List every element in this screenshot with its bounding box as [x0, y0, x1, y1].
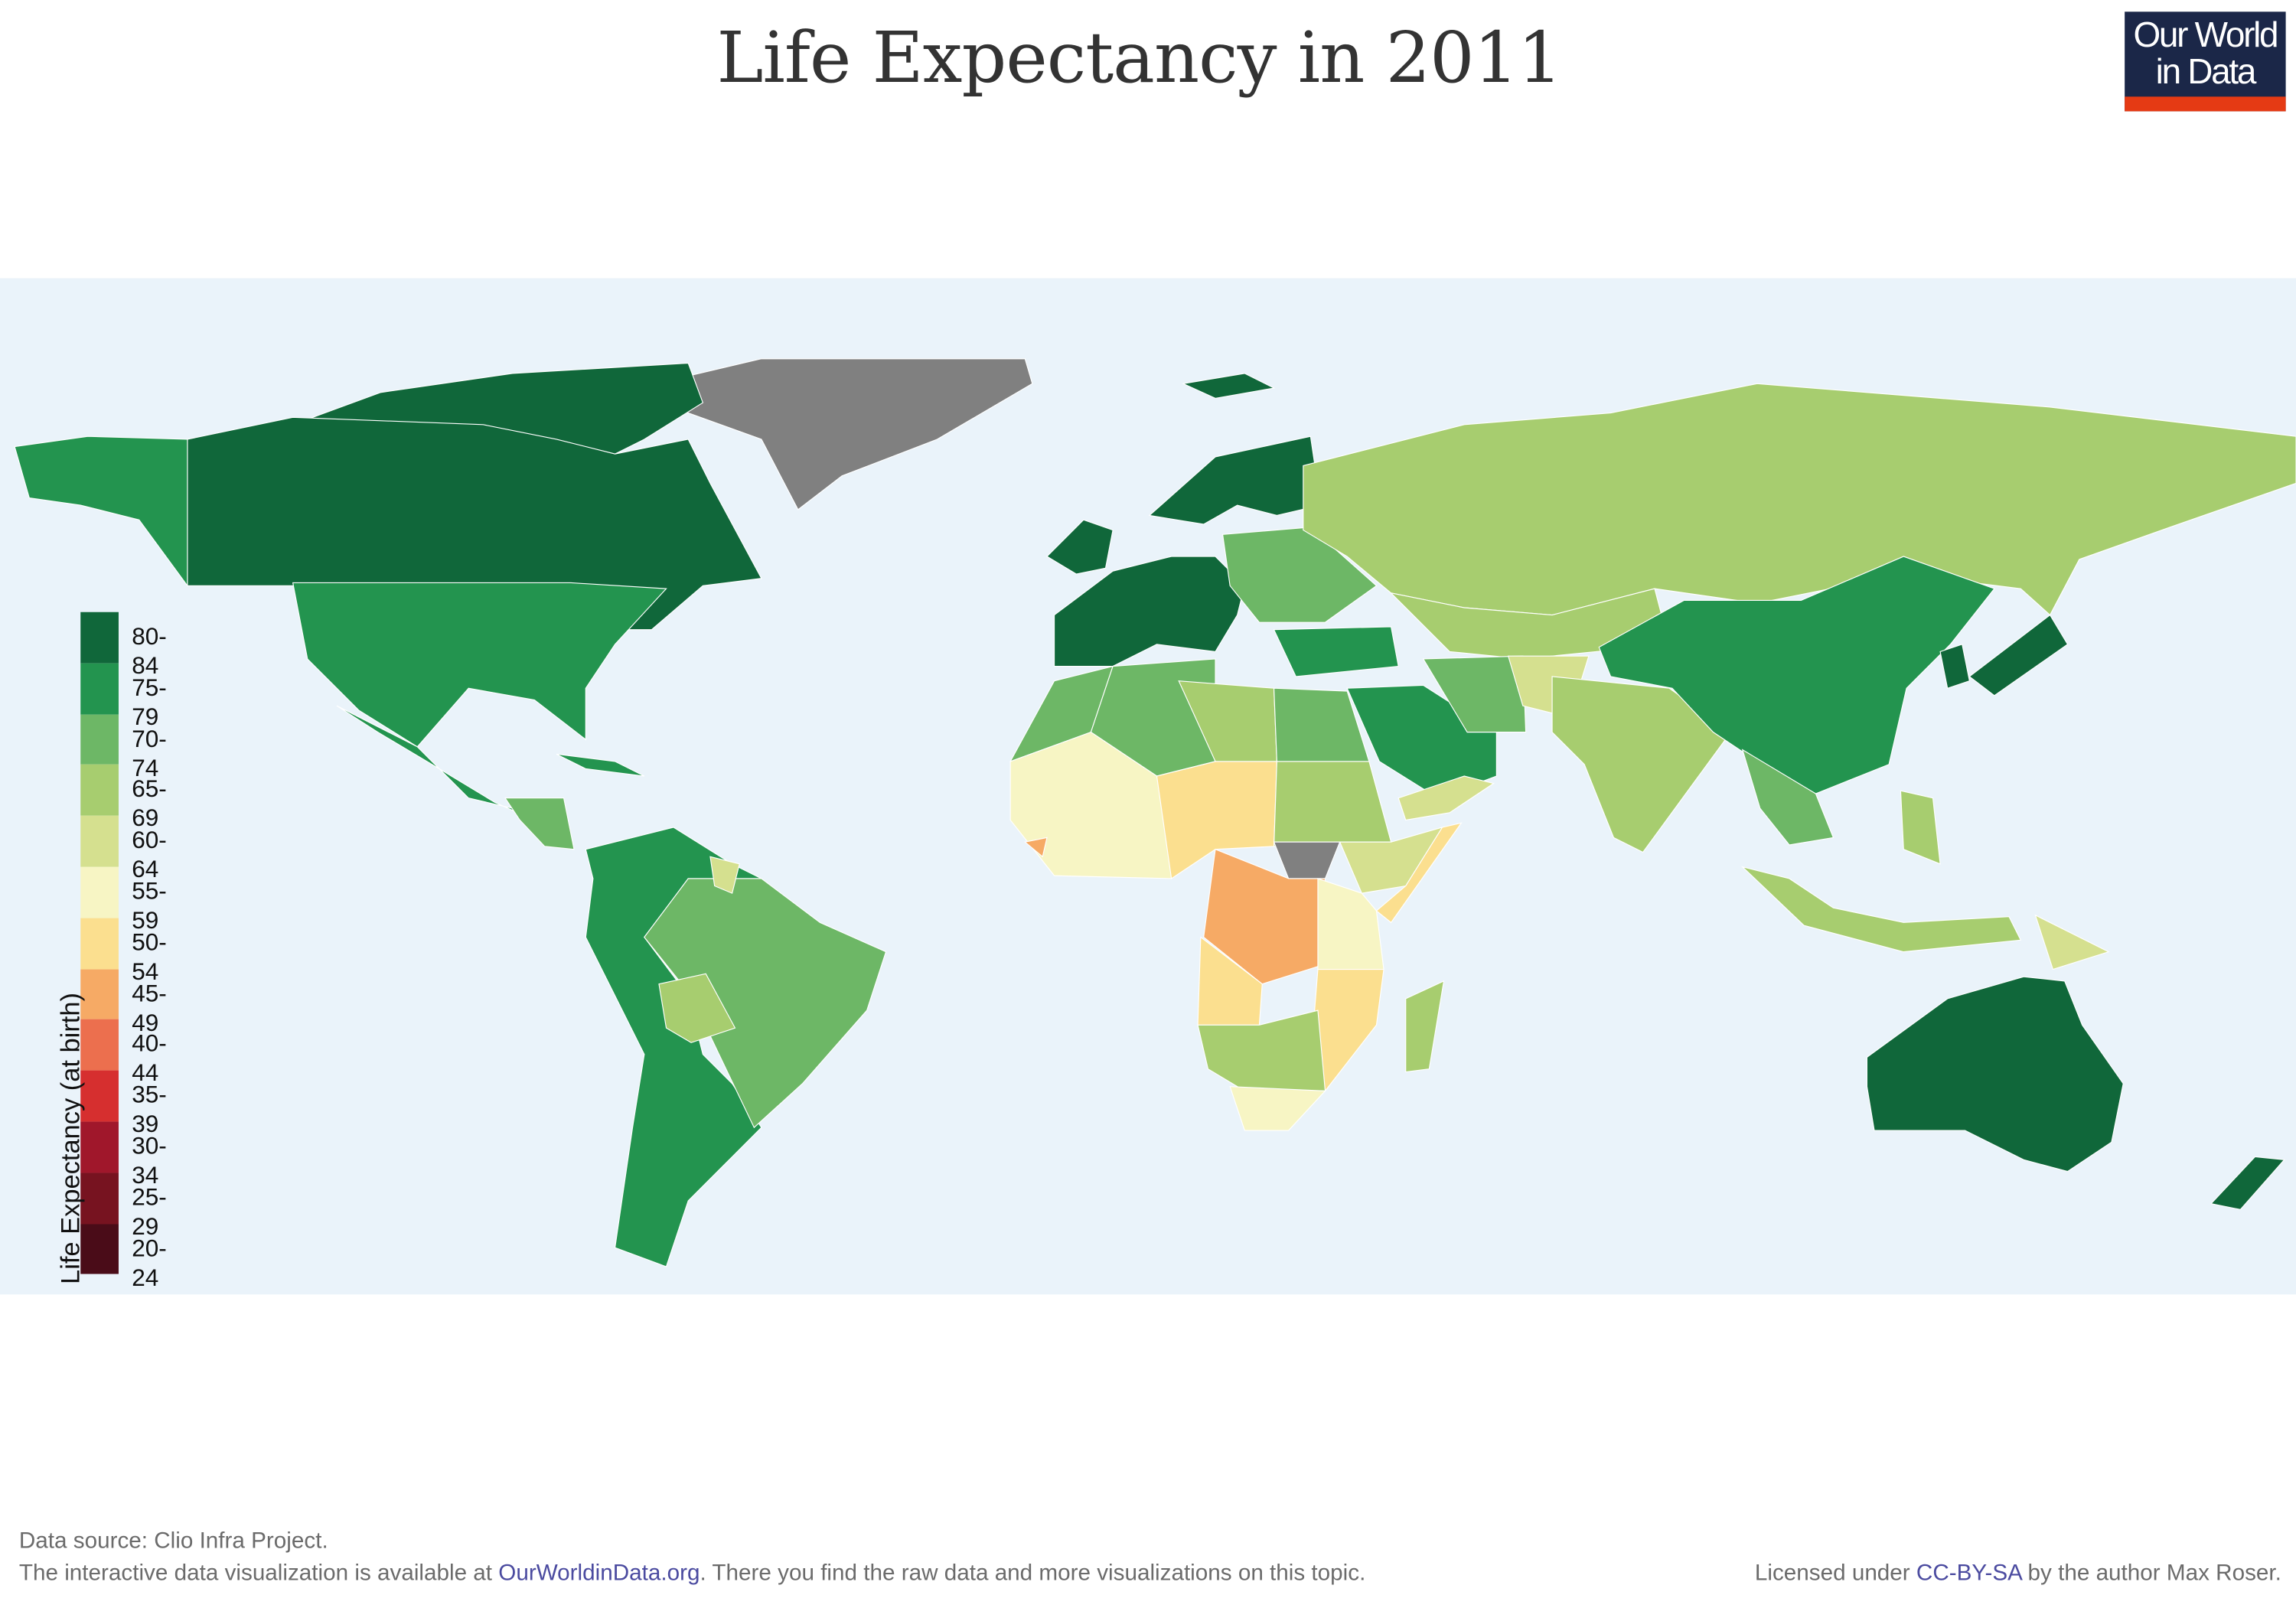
legend-label-30-34: 30-34: [132, 1133, 167, 1189]
region-turkey[interactable]: [1273, 626, 1399, 677]
region-philippines[interactable]: [1900, 790, 1941, 865]
legend-swatch-80-84: [80, 612, 119, 664]
license-post: by the author Max Roser.: [2021, 1561, 2281, 1587]
region-south-africa[interactable]: [1229, 1086, 1326, 1131]
owid-link[interactable]: OurWorldinData.org: [498, 1561, 700, 1587]
region-iceland[interactable]: [1181, 373, 1276, 400]
region-sierra-leone[interactable]: [1023, 837, 1048, 858]
region-central-america[interactable]: [504, 797, 575, 850]
region-indonesia[interactable]: [1740, 866, 2022, 953]
logo-line-1: Our World: [2133, 16, 2279, 56]
logo-accent-bar: [2125, 96, 2286, 112]
legend-swatch-75-79: [80, 663, 119, 714]
region-korea[interactable]: [1939, 644, 1971, 689]
legend-swatch-30-34: [80, 1121, 119, 1173]
legend-label-50-54: 50-54: [132, 929, 167, 986]
region-east-africa[interactable]: [1317, 878, 1384, 970]
legend-label-55-59: 55-59: [132, 878, 167, 934]
legend-swatch-25-29: [80, 1173, 119, 1224]
footer-note: The interactive data visualization is av…: [19, 1561, 1365, 1587]
region-south-sudan[interactable]: [1273, 841, 1341, 879]
legend-title: Life Expectancy (at birth): [55, 993, 85, 1284]
region-russia[interactable]: [1303, 383, 2296, 616]
page-title: Life Expectancy in 2011: [716, 17, 1562, 100]
map-svg: [14, 358, 2296, 1267]
world-map: [0, 278, 2296, 1295]
legend-label-35-39: 35-39: [132, 1082, 167, 1138]
legend-swatch-35-39: [80, 1070, 119, 1122]
owid-logo[interactable]: Our World in Data: [2125, 11, 2286, 112]
legend-swatch-65-69: [80, 765, 119, 817]
region-sudan[interactable]: [1273, 761, 1392, 847]
license-pre: Licensed under: [1754, 1561, 1916, 1587]
legend-swatch-50-54: [80, 918, 119, 969]
region-papua-new-guinea[interactable]: [2034, 914, 2110, 970]
legend-swatch-40-44: [80, 1019, 119, 1071]
region-southeast-asia[interactable]: [1741, 749, 1835, 846]
legend-label-70-74: 70-74: [132, 726, 167, 781]
legend-label-80-84: 80-84: [132, 624, 167, 680]
legend-swatch-60-64: [80, 816, 119, 867]
region-australia[interactable]: [1866, 976, 2124, 1173]
region-yemen[interactable]: [1397, 775, 1495, 821]
legend-label-65-69: 65-69: [132, 776, 167, 833]
legend-swatch-20-24: [80, 1223, 119, 1275]
region-iran[interactable]: [1422, 655, 1527, 733]
region-bolivia[interactable]: [658, 973, 736, 1043]
region-somalia[interactable]: [1375, 822, 1463, 924]
license-link[interactable]: CC-BY-SA: [1916, 1561, 2022, 1587]
region-usa[interactable]: [292, 582, 667, 748]
legend-swatch-70-74: [80, 713, 119, 765]
legend-label-40-44: 40-44: [132, 1031, 167, 1088]
legend-swatch-45-49: [80, 968, 119, 1020]
region-scandinavia[interactable]: [1148, 435, 1322, 525]
license-note: Licensed under CC-BY-SA by the author Ma…: [1755, 1561, 2281, 1587]
legend-label-75-79: 75-79: [132, 674, 167, 731]
region-guyana[interactable]: [709, 856, 740, 894]
data-source: Data source: Clio Infra Project.: [18, 1528, 328, 1554]
footer-text-post: . There you find the raw data and more v…: [700, 1561, 1366, 1587]
logo-line-2: in Data: [2155, 52, 2257, 93]
region-brazil[interactable]: [644, 878, 887, 1129]
legend-label-45-49: 45-49: [132, 980, 167, 1036]
region-new-zealand[interactable]: [2210, 1156, 2285, 1210]
region-china[interactable]: [1598, 556, 1995, 794]
legend-label-20-24: 20-24: [132, 1235, 167, 1291]
legend-label-25-29: 25-29: [132, 1184, 167, 1241]
region-madagascar[interactable]: [1405, 980, 1445, 1073]
region-alaska[interactable]: [14, 435, 188, 588]
footer-text-pre: The interactive data visualization is av…: [18, 1561, 499, 1587]
region-greenland[interactable]: [635, 358, 1033, 510]
legend-swatch-55-59: [80, 866, 119, 918]
region-japan[interactable]: [1968, 614, 2069, 696]
region-caribbean[interactable]: [556, 753, 645, 777]
region-western-europe[interactable]: [1053, 556, 1245, 667]
region-uk[interactable]: [1046, 519, 1114, 575]
legend-label-60-64: 60-64: [132, 827, 167, 884]
